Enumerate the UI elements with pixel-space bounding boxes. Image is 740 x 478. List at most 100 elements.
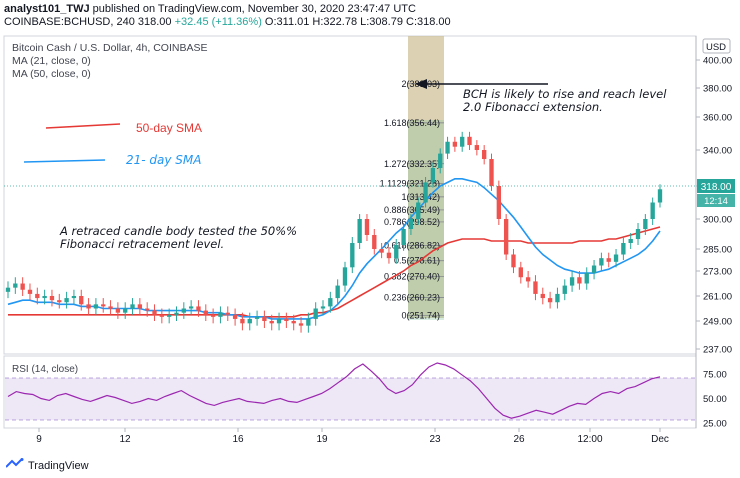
candle-body [218,312,223,317]
candle-body [240,318,245,324]
fib-level-label: 0.236(260.23) [384,293,440,303]
ma50-line [8,226,661,318]
rsi-tick-label: 50.00 [703,394,727,405]
rsi-band [5,378,695,420]
candle-body [379,249,384,253]
price-pane-frame [3,35,697,355]
candle-body [108,306,113,309]
time-tick-label: 16 [232,434,244,445]
current-price-tag [697,179,735,193]
candle-body [35,293,40,299]
countdown-tag [697,194,735,207]
candle-body [328,298,333,307]
fib-level-label: 1.272(332.35) [384,159,440,169]
fib-level-label: 1.1129(321.28) [380,179,440,189]
candle-body [540,293,545,299]
footer: TradingView [5,458,89,473]
symbol-line: COINBASE:BCHUSD, 240 318.00 +32.45 (+11.… [4,16,451,28]
candle-body [584,273,589,284]
sma50-sample-line [45,123,121,129]
candle-body [423,182,428,203]
candle-body [335,285,340,299]
candle-body [460,136,465,147]
rsi-polyline [7,362,661,419]
candle-body [482,150,487,159]
candle-body [320,306,326,309]
price-tick-label: 360.00 [703,113,732,124]
author[interactable]: analyst101_TWJ [4,3,90,15]
currency-box[interactable] [702,38,731,54]
candle-body [49,296,55,301]
retrace-note-2: Fibonacci retracement level. [60,237,224,251]
candle-body [137,304,143,309]
candle-body [518,267,523,278]
price-change: +32.45 (+11.36%) [174,16,262,28]
fib-level-label: 0.886(305.49) [384,205,440,215]
price-tick-label: 249.00 [703,317,732,328]
price-tick-label: 300.00 [703,215,732,226]
candle-body [130,304,135,309]
candle-body [306,318,311,326]
price-tick-label: 273.00 [703,267,732,278]
candle-body [276,318,282,324]
candle-body [247,318,252,324]
fib-level-label: 1(313.42) [401,192,440,202]
candle-body [181,308,186,313]
price-tick-label: 237.00 [703,345,732,356]
candles [5,131,663,333]
candle-body [86,304,91,309]
candle-body [438,153,443,168]
candle-body [496,186,502,219]
fib-green-zone [408,120,444,320]
candle-body [101,304,106,307]
candle-body [511,254,516,268]
candle-body [547,298,553,303]
brand-name[interactable]: TradingView [28,459,89,472]
rsi-axis: 75.00 50.00 25.00 [703,369,727,429]
candle-body [357,219,362,243]
candle-body [650,202,655,219]
sma21-sample-line [23,159,106,163]
sma21-label: 21- day SMA [126,153,201,167]
candle-body [342,267,348,286]
time-tick-label: Dec [651,434,669,445]
candle-body [57,300,62,303]
candle-body [123,308,128,313]
chart-legend-title: Bitcoin Cash / U.S. Dollar, 4h, COINBASE [12,42,208,54]
candle-body [613,254,619,262]
currency-label: USD [706,42,726,53]
price-tick-label: 340.00 [703,146,732,157]
candle-body [71,296,77,299]
candle-body [533,281,538,294]
candle-body [401,229,406,245]
publish-line: analyst101_TWJ published on TradingView.… [4,3,416,15]
candle-body [489,159,494,186]
rsi-tick-label: 25.00 [703,419,727,430]
candle-body [621,243,626,255]
sma50-label: 50-day SMA [136,121,202,135]
candle-body [13,283,18,288]
countdown-text: 12:14 [704,196,728,207]
price-tick-label: 380.00 [703,84,732,95]
candle-body [474,145,480,150]
candle-body [166,314,172,317]
candle-body [225,312,230,315]
candle-body [577,277,582,284]
ohlc-values: O:311.01 H:322.78 L:308.79 C:318.00 [264,16,451,28]
candle-body [313,308,318,319]
candle-body [350,243,355,268]
time-tick-label: 26 [513,434,525,445]
fib-level-label: 0(251.74) [401,310,440,320]
candle-body [203,310,208,315]
candle-body [79,296,84,305]
price-tick-label: 261.00 [703,292,732,303]
symbol: COINBASE:BCHUSD, 240 [4,16,135,28]
rsi-tick-label: 75.00 [703,369,727,380]
time-tick-label: 19 [316,434,328,445]
candle-body [386,252,392,259]
candle-body [503,219,509,255]
candle-body [657,189,663,203]
candle-body [159,314,165,317]
